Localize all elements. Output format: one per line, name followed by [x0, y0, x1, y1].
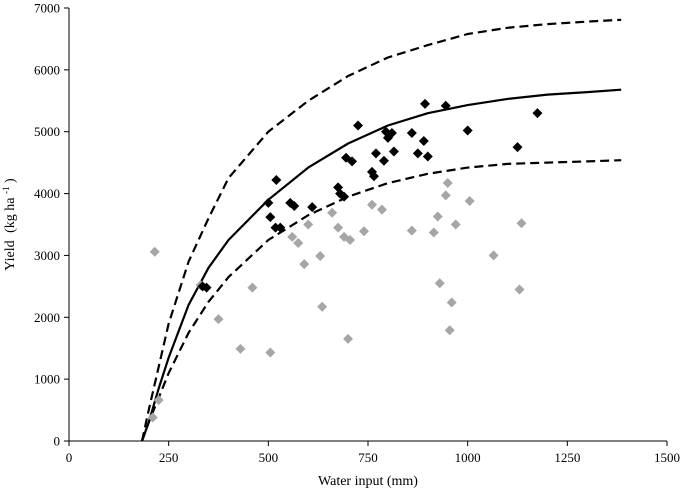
y-axis-title-main: Yield [3, 240, 18, 270]
y-tick-label: 6000 [34, 62, 60, 77]
y-axis-title-unit: (kg ha [3, 197, 18, 233]
grey-diamond-point [450, 219, 461, 230]
y-axis-title-unit-close: ) [3, 178, 18, 183]
grey-diamond-point [293, 238, 304, 249]
fitted-curve-dashed [140, 18, 622, 442]
black-diamond-point [420, 98, 431, 109]
x-tick-label: 0 [66, 450, 73, 465]
x-axis-title: Water input (mm) [318, 474, 418, 489]
grey-diamond-point [213, 314, 224, 325]
y-tick-label: 0 [54, 434, 61, 449]
black-diamond-point [462, 125, 473, 136]
grey-diamond-point [359, 226, 370, 237]
black-diamond-point [512, 142, 523, 153]
black-diamond-point [388, 146, 399, 157]
x-tick-label: 750 [358, 450, 378, 465]
black-diamond-point [378, 155, 389, 166]
fitted-curve-solid [140, 88, 622, 442]
black-diamond-point [353, 120, 364, 131]
x-tick-label: 1500 [654, 450, 680, 465]
black-diamond-point [263, 197, 274, 208]
grey-diamond-point [315, 251, 326, 262]
y-tick-label: 4000 [34, 186, 60, 201]
grey-diamond-point [442, 178, 453, 189]
black-diamond-point [386, 127, 397, 138]
y-axis-title: Yield (kg ha -1 ) [0, 178, 18, 271]
grey-diamond-point [464, 195, 475, 206]
grey-diamond-point [149, 246, 160, 257]
grey-diamond-point [444, 325, 455, 336]
grey-diamond-point [516, 218, 527, 229]
black-diamond-point [339, 191, 350, 202]
y-tick-label: 2000 [34, 310, 60, 325]
black-diamond-point [370, 148, 381, 159]
y-tick-label: 5000 [34, 124, 60, 139]
y-tick-label: 3000 [34, 248, 60, 263]
grey-diamond-point [327, 207, 338, 218]
x-tick-label: 250 [159, 450, 179, 465]
data-points [147, 98, 543, 423]
y-tick-label: 1000 [34, 372, 60, 387]
fitted-curve-dashed [140, 159, 622, 442]
black-diamond-point [307, 202, 318, 213]
grey-diamond-point [432, 211, 443, 222]
black-diamond-point [201, 282, 212, 293]
grey-diamond-point [428, 227, 439, 238]
y-ticks: 0 1000 2000 3000 4000 5000 6000 7000 [34, 1, 69, 449]
grey-diamond-point [376, 204, 387, 215]
black-diamond-point [368, 171, 379, 182]
black-diamond-point [271, 174, 282, 185]
black-diamond-point [418, 135, 429, 146]
y-axis-title-unit-superscript: -1 [1, 186, 11, 194]
grey-diamond-point [303, 219, 314, 230]
x-tick-label: 1000 [455, 450, 481, 465]
grey-diamond-point [265, 347, 276, 358]
axes [68, 8, 667, 442]
black-diamond-point [422, 151, 433, 162]
grey-diamond-point [147, 412, 158, 423]
grey-diamond-point [299, 259, 310, 270]
grey-diamond-point [440, 190, 451, 201]
grey-diamond-point [406, 225, 417, 236]
black-diamond-point [347, 156, 358, 167]
grey-diamond-point [514, 284, 525, 295]
grey-diamond-point [333, 222, 344, 233]
black-diamond-point [275, 222, 286, 233]
x-tick-label: 500 [259, 450, 279, 465]
grey-diamond-point [488, 250, 499, 261]
black-diamond-point [532, 108, 543, 119]
black-diamond-point [265, 212, 276, 223]
x-ticks: 0 250 500 750 1000 1250 1500 [66, 441, 680, 465]
grey-diamond-point [287, 231, 298, 242]
y-tick-label: 7000 [34, 1, 60, 16]
grey-diamond-point [247, 282, 258, 293]
black-diamond-point [289, 200, 300, 211]
grey-diamond-point [343, 333, 354, 344]
black-diamond-point [440, 100, 451, 111]
grey-diamond-point [317, 301, 328, 312]
grey-diamond-point [434, 278, 445, 289]
fitted-curves [140, 18, 622, 442]
grey-diamond-point [345, 234, 356, 245]
grey-diamond-point [366, 199, 377, 210]
grey-diamond-point [446, 297, 457, 308]
black-diamond-point [412, 148, 423, 159]
grey-diamond-point [153, 395, 164, 406]
x-tick-label: 1250 [554, 450, 580, 465]
black-diamond-point [406, 127, 417, 138]
grey-diamond-point [235, 343, 246, 354]
